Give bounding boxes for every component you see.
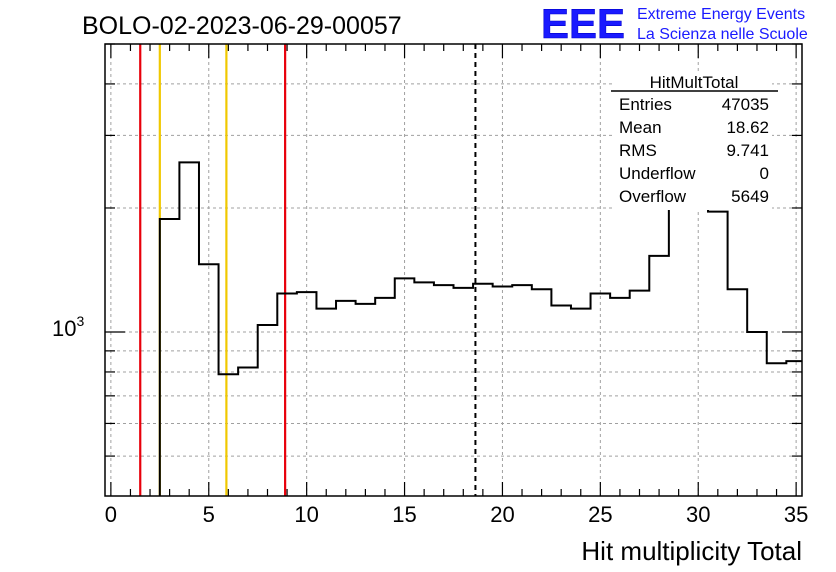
grid-lines bbox=[105, 43, 802, 496]
eee-logo-line2: La Scienza nelle Scuole bbox=[637, 26, 808, 43]
histogram-bin bbox=[591, 294, 611, 496]
histogram-bin bbox=[571, 309, 591, 496]
x-axis-label: Hit multiplicity Total bbox=[581, 536, 802, 566]
histogram-bin bbox=[160, 219, 180, 496]
eee-logo-mark: EEE bbox=[541, 0, 625, 47]
stats-row-label: Underflow bbox=[619, 164, 696, 183]
histogram-bin bbox=[199, 264, 219, 496]
stats-row-value: 47035 bbox=[722, 95, 769, 114]
stats-row-value: 0 bbox=[760, 164, 769, 183]
plot-frame bbox=[104, 43, 803, 497]
stats-row-label: Mean bbox=[619, 118, 662, 137]
histogram-bin bbox=[179, 162, 199, 496]
histogram-bin bbox=[316, 309, 336, 496]
axes: 0 5 10 15 20 25 30 35 bbox=[104, 43, 808, 527]
stats-row-label: RMS bbox=[619, 141, 657, 160]
x-tick-label: 0 bbox=[105, 502, 117, 527]
histogram-bin bbox=[786, 361, 802, 496]
stats-row-value: 5649 bbox=[731, 187, 769, 206]
chart-title: BOLO-02-2023-06-29-00057 bbox=[82, 12, 402, 40]
histogram-bin bbox=[336, 301, 356, 496]
eee-logo: EEE Extreme Energy Events La Scienza nel… bbox=[541, 0, 808, 47]
histogram-bin bbox=[493, 286, 513, 496]
x-tick-label: 25 bbox=[588, 502, 612, 527]
histogram-bin bbox=[551, 305, 571, 496]
x-tick-label: 15 bbox=[392, 502, 416, 527]
x-tick-label: 5 bbox=[203, 502, 215, 527]
stats-row-label: Entries bbox=[619, 95, 672, 114]
histogram-bin bbox=[747, 332, 767, 496]
eee-logo-line1: Extreme Energy Events bbox=[637, 6, 805, 23]
histogram-bin bbox=[219, 374, 239, 496]
y-tick-label: 103 bbox=[52, 313, 84, 341]
histogram-bin bbox=[375, 298, 395, 496]
histogram-bin bbox=[238, 368, 258, 496]
histogram-bin bbox=[434, 285, 454, 496]
histogram-bin bbox=[414, 282, 434, 496]
histogram-bin bbox=[454, 288, 474, 496]
histogram-bin bbox=[669, 193, 689, 496]
y-tick-label-base: 10 bbox=[52, 316, 76, 341]
histogram-bin bbox=[258, 325, 278, 496]
histogram-bin bbox=[512, 285, 532, 496]
stats-row-label: Overflow bbox=[619, 187, 687, 206]
histogram-bin bbox=[688, 180, 708, 496]
histogram-bin bbox=[728, 289, 748, 496]
stats-row-value: 9.741 bbox=[726, 141, 769, 160]
histogram-bin bbox=[395, 278, 415, 496]
x-tick-label: 10 bbox=[294, 502, 318, 527]
histogram-bin bbox=[630, 291, 650, 496]
histogram-bin bbox=[356, 304, 376, 496]
y-tick-label-exponent: 3 bbox=[76, 313, 84, 329]
stats-box-background bbox=[612, 72, 772, 210]
stats-box-title: HitMultTotal bbox=[650, 73, 739, 92]
stats-row-value: 18.62 bbox=[726, 118, 769, 137]
histogram-bin bbox=[297, 292, 317, 496]
histogram-bin bbox=[532, 289, 552, 496]
histogram-bin bbox=[277, 294, 297, 496]
histogram-bin bbox=[610, 298, 630, 496]
histogram-bin bbox=[649, 256, 669, 496]
x-tick-label: 35 bbox=[784, 502, 808, 527]
histogram-bin bbox=[767, 363, 787, 496]
stats-box: HitMultTotal Entries 47035 Mean 18.62 RMS 9.7… bbox=[611, 72, 778, 210]
histogram-bin bbox=[708, 212, 728, 496]
histogram-bin bbox=[473, 284, 493, 496]
x-tick-label: 20 bbox=[490, 502, 514, 527]
x-tick-label: 30 bbox=[686, 502, 710, 527]
